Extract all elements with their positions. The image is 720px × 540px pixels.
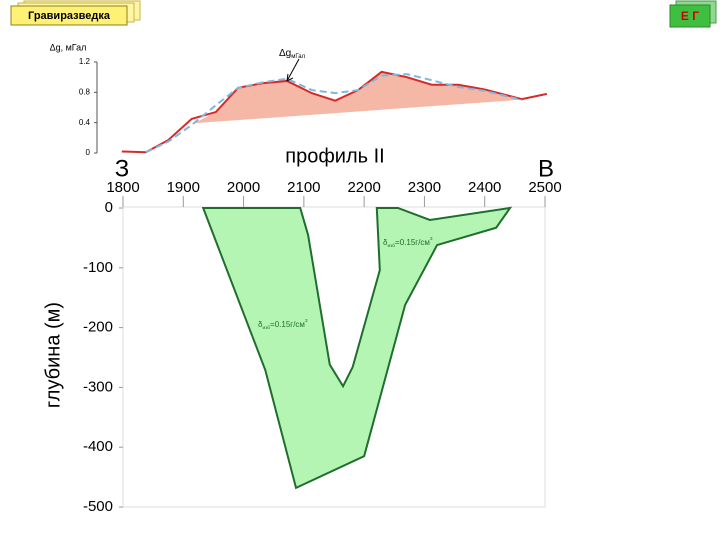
annotation-arrow	[286, 58, 300, 82]
y-tick-label: -100	[83, 259, 113, 276]
x-tick-label: 2400	[468, 179, 501, 196]
symbol: δ	[258, 320, 263, 329]
y-tick-label: 0	[105, 199, 113, 216]
y-tick-label: 0	[86, 148, 91, 157]
series-line	[145, 73, 523, 154]
subscript: мГал	[291, 54, 305, 60]
anomaly-area	[195, 71, 523, 123]
tab-front	[669, 4, 711, 28]
section-title: профиль II	[285, 145, 384, 167]
plot-frame	[122, 206, 546, 508]
anomaly-base	[195, 98, 523, 124]
series-line	[121, 70, 548, 154]
x-tick-label: 2500	[528, 179, 561, 196]
x-tick-label: 2300	[408, 179, 441, 196]
density-body	[201, 206, 513, 490]
y-tick-label: 1.2	[79, 57, 91, 66]
section-button[interactable]: Гравиразведка	[10, 0, 141, 26]
y-tick-label: -400	[83, 438, 113, 455]
arrow-head	[286, 73, 294, 82]
symbol: Δg	[279, 48, 291, 59]
y-tick-label: -500	[83, 498, 113, 515]
text: =0.15г/см	[395, 238, 430, 247]
tab-front	[10, 5, 128, 26]
x-tick-label: 2000	[227, 179, 260, 196]
x-tick-label: 1900	[167, 179, 200, 196]
x-tick-label: 1800	[106, 179, 139, 196]
x-tick-label: 2100	[287, 179, 320, 196]
y-tick-label: -300	[83, 378, 113, 395]
x-tick-label: 2200	[347, 179, 380, 196]
symbol: δ	[383, 238, 388, 247]
y-axis-title: глубина (м)	[42, 302, 64, 408]
corner-label: Е Г	[681, 9, 699, 23]
west-label: З	[115, 155, 130, 182]
y-tick-label: 0.8	[79, 87, 91, 96]
annotation: δизб=0.15г/см3	[258, 318, 308, 331]
y-tick-label: 0.4	[79, 118, 91, 127]
button-label: Гравиразведка	[28, 10, 111, 22]
y-tick-label: -200	[83, 319, 113, 336]
east-label: В	[538, 155, 554, 182]
y-axis-title: Δg, мГал	[50, 42, 87, 52]
annotation: δизб=0.15г/см3	[383, 236, 433, 249]
superscript: 3	[430, 236, 433, 242]
corner-button[interactable]: Е Г	[669, 0, 717, 28]
subscript: изб	[262, 325, 270, 331]
text: =0.15г/см	[270, 320, 305, 329]
superscript: 3	[305, 318, 308, 324]
annotation: ΔgмГал	[279, 48, 306, 60]
subscript: изб	[387, 243, 395, 249]
